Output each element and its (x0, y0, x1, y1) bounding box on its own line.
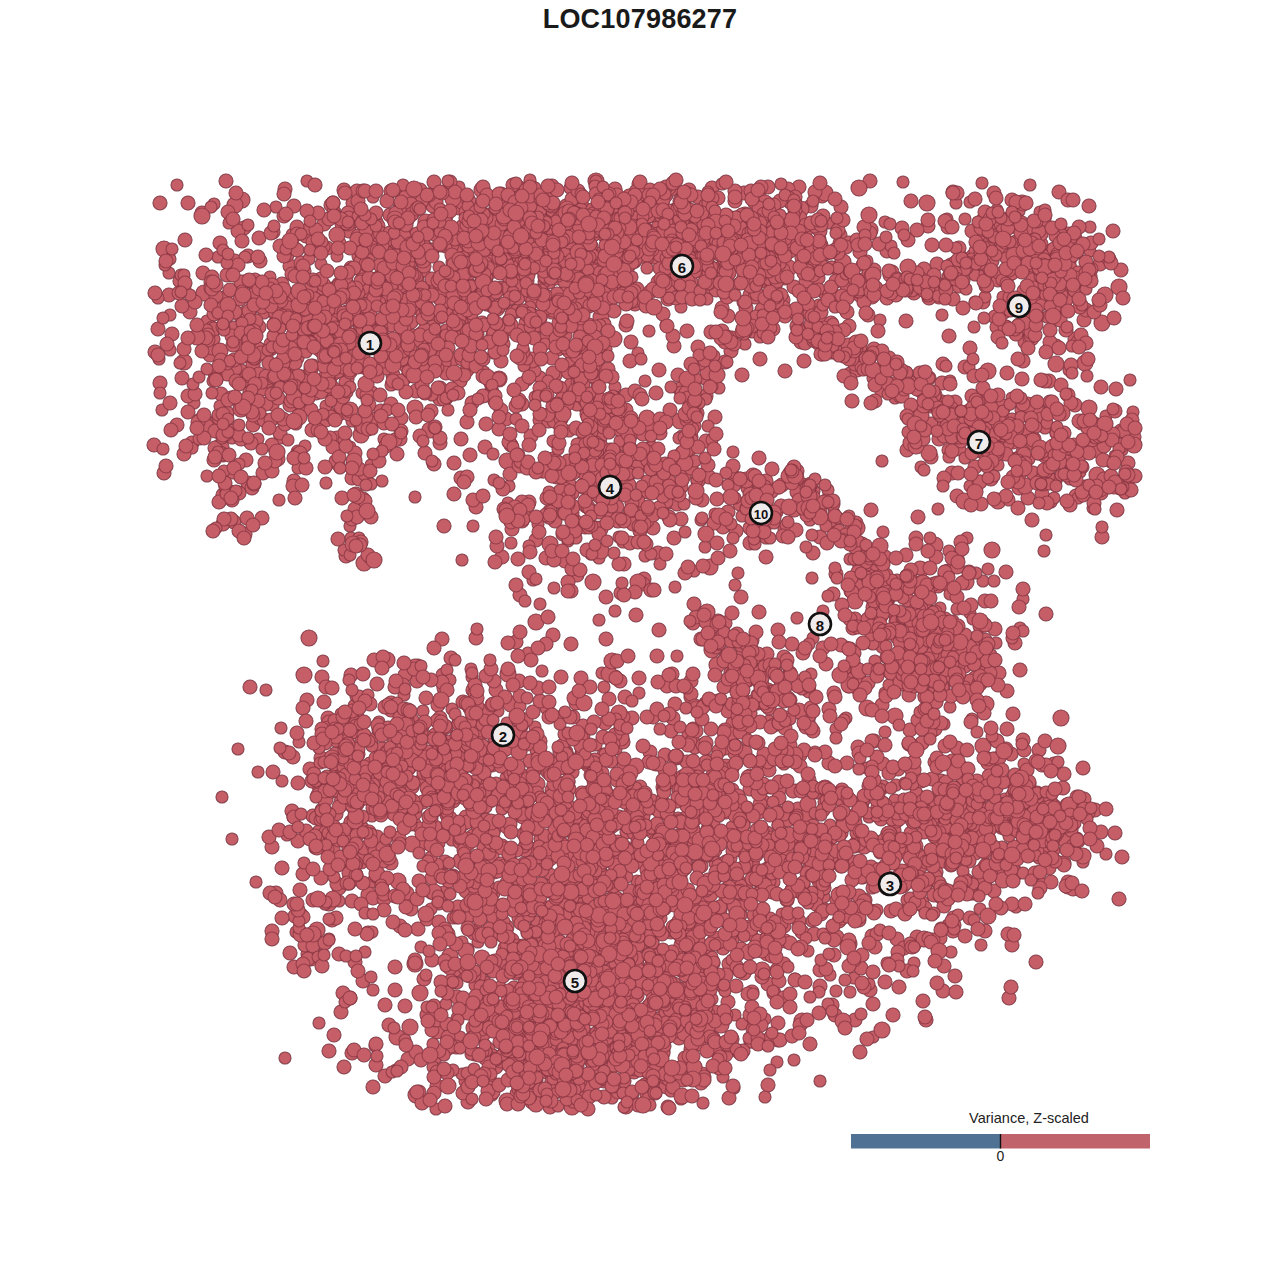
svg-text:Variance, Z-scaled: Variance, Z-scaled (969, 1110, 1089, 1126)
svg-text:0: 0 (997, 1148, 1005, 1164)
svg-text:1: 1 (366, 336, 374, 353)
svg-text:5: 5 (571, 974, 579, 991)
svg-text:2: 2 (499, 728, 507, 745)
svg-text:3: 3 (886, 877, 894, 894)
svg-text:9: 9 (1015, 299, 1023, 316)
svg-text:10: 10 (754, 507, 768, 522)
svg-text:6: 6 (678, 259, 686, 276)
svg-text:8: 8 (816, 617, 824, 634)
svg-text:7: 7 (975, 435, 983, 452)
svg-text:4: 4 (606, 480, 615, 497)
